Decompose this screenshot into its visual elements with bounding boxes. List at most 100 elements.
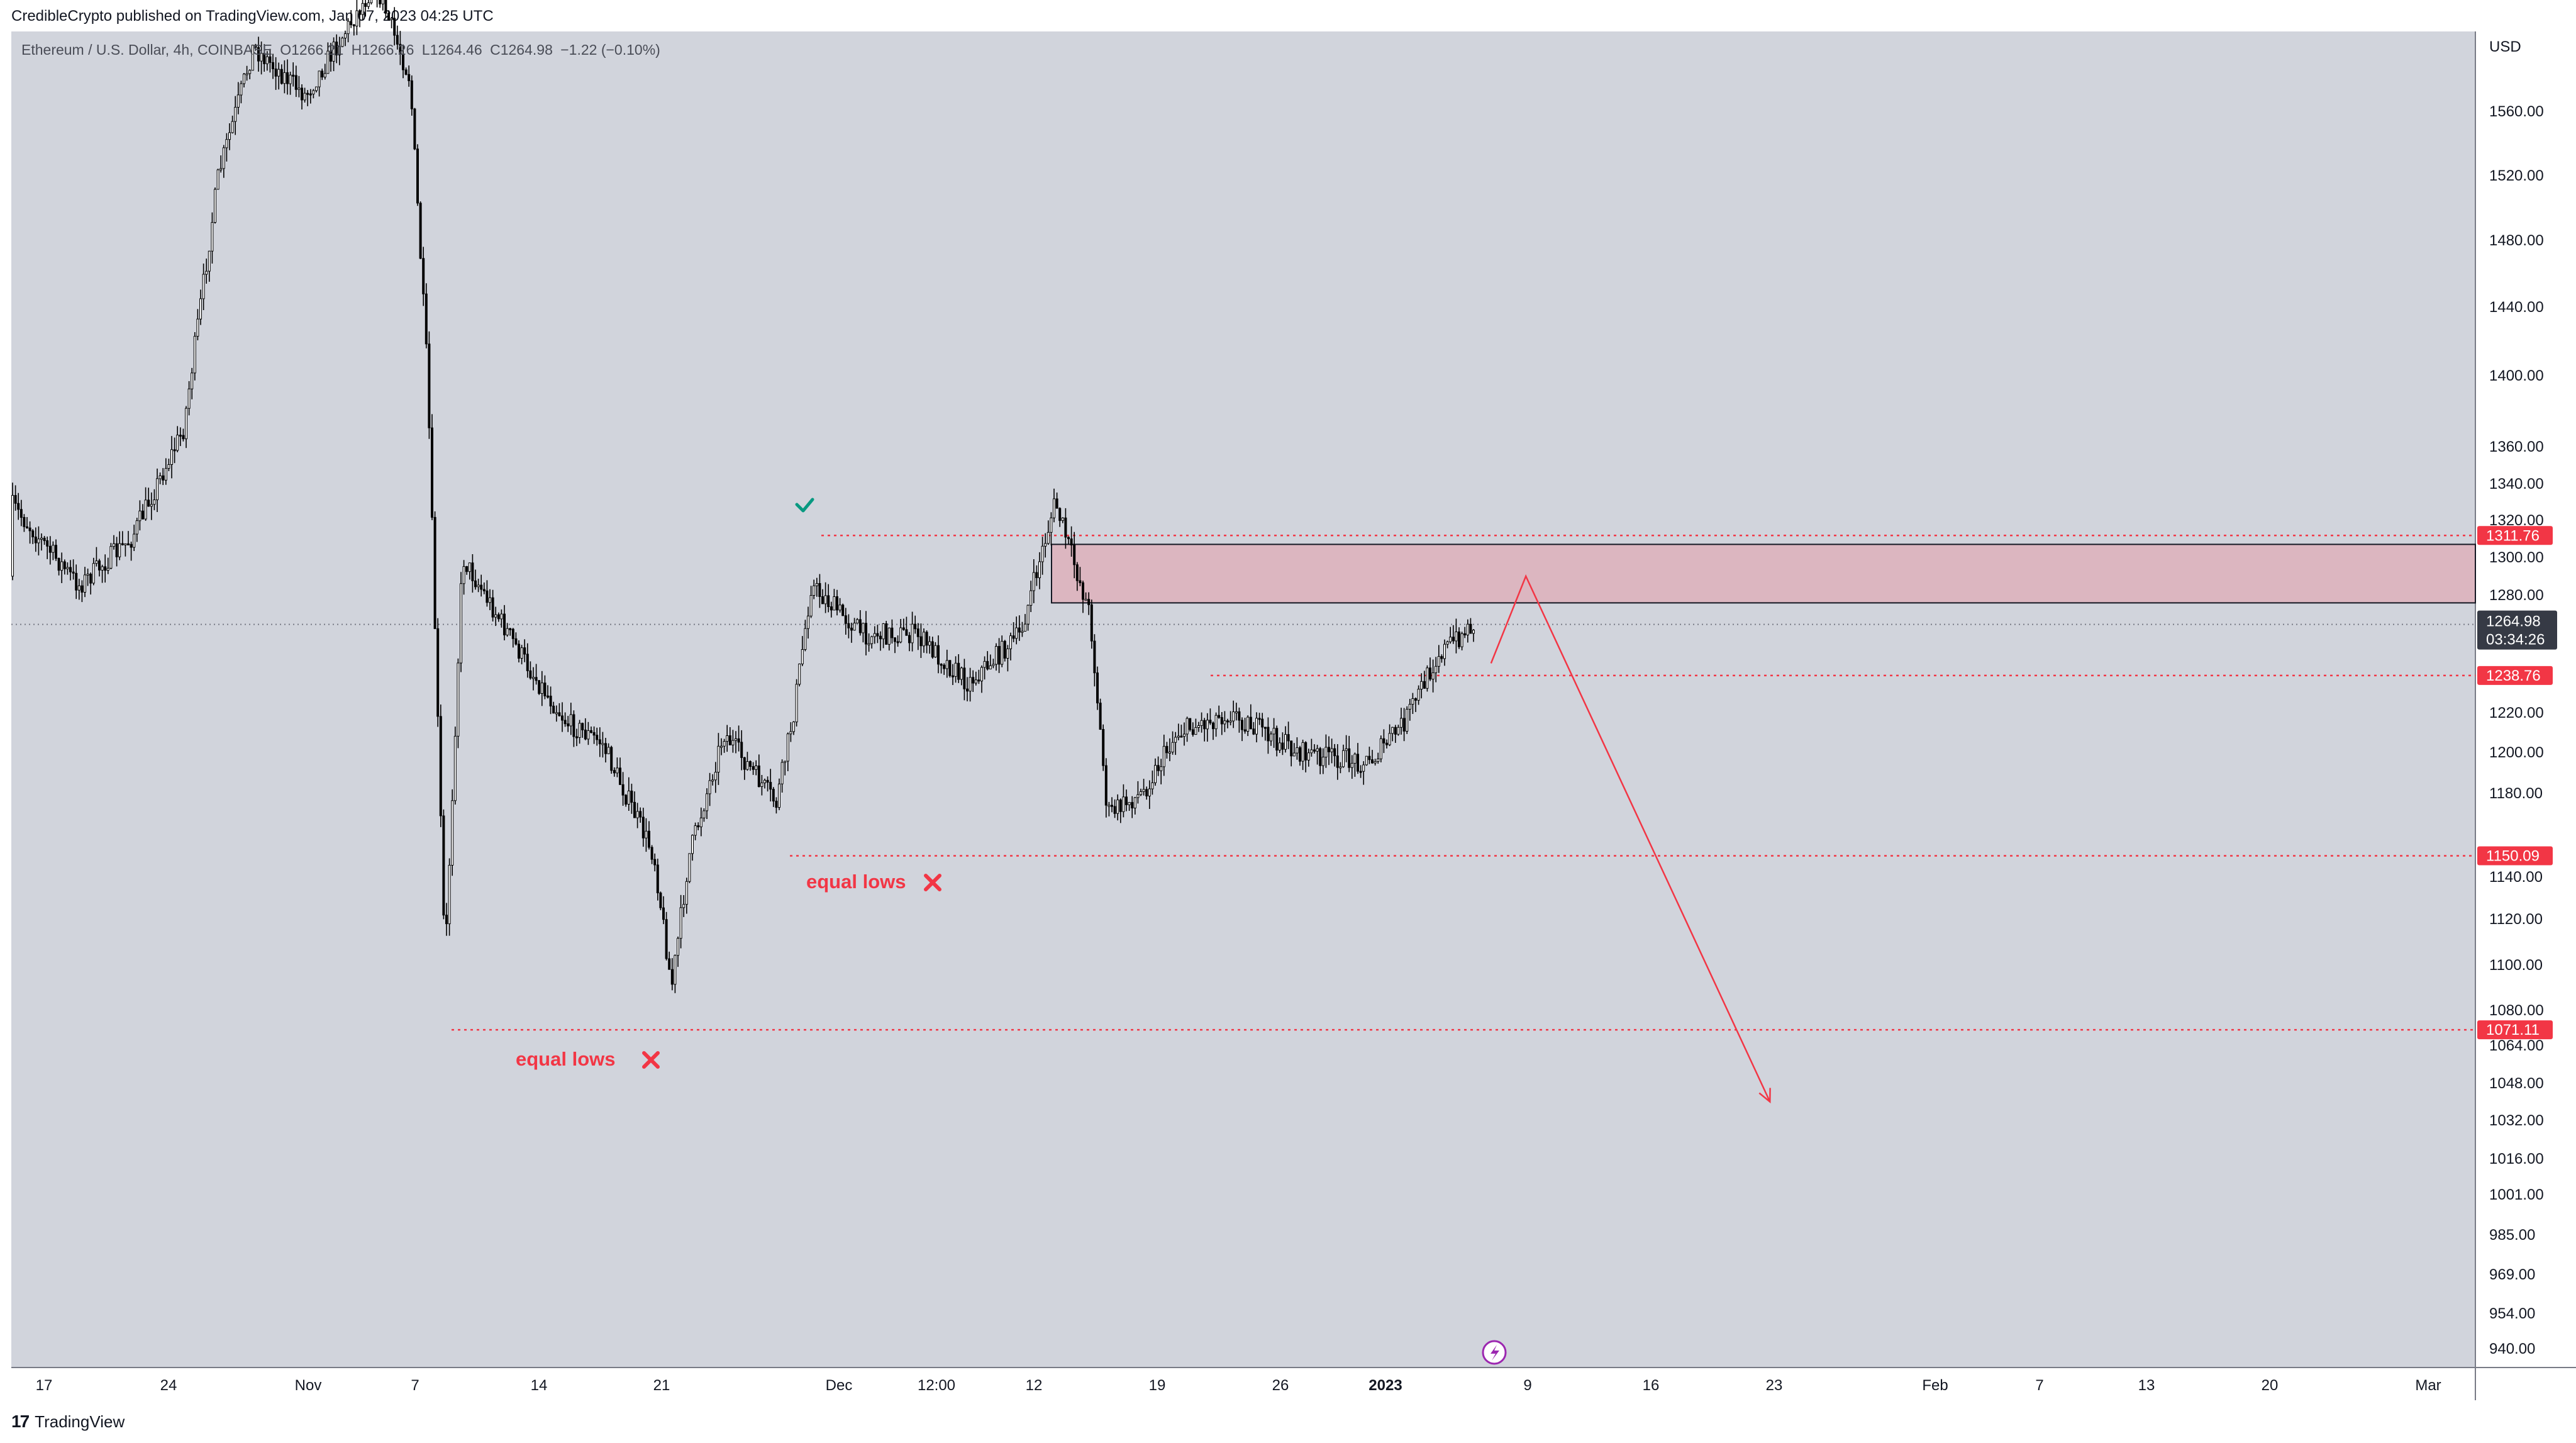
x-tick-label: 12:00: [918, 1377, 955, 1394]
candle-body: [500, 613, 503, 620]
candle-body: [474, 580, 477, 588]
y-tick-label: 1100.00: [2489, 957, 2543, 974]
level-badge-label: 1311.76: [2486, 527, 2540, 544]
candle-body: [963, 667, 966, 689]
candle-body: [1304, 742, 1307, 760]
candle-body: [1053, 498, 1055, 518]
candle-body: [399, 43, 402, 55]
candle-body: [616, 767, 619, 774]
candle-body: [931, 641, 934, 658]
candle-body: [697, 825, 700, 828]
candle-body: [514, 638, 518, 645]
candle-body: [1362, 764, 1365, 772]
candle-body: [905, 629, 908, 636]
candle-body: [757, 766, 760, 788]
candle-body: [321, 70, 324, 78]
candle-body: [431, 427, 433, 518]
candle-body: [422, 258, 425, 294]
candle-body: [1235, 711, 1238, 713]
chart-pane[interactable]: [11, 31, 2475, 1368]
candle-body: [1246, 716, 1250, 732]
candle-body: [396, 35, 399, 45]
candle-body: [862, 623, 865, 633]
candle-body: [1162, 745, 1165, 767]
candle-body: [1397, 727, 1400, 735]
candle-body: [1177, 735, 1180, 738]
candle-body: [997, 646, 1001, 665]
candle-body: [1075, 564, 1079, 581]
candle-body: [1330, 748, 1333, 752]
level-badge: [2477, 526, 2553, 545]
candle-body: [1429, 667, 1431, 680]
candle-body: [1417, 689, 1420, 701]
candle-body: [77, 585, 80, 591]
x-tick-label: 23: [1766, 1377, 1783, 1394]
level-badge-label: 1150.09: [2486, 848, 2540, 865]
candle-body: [1157, 765, 1160, 771]
candle-body: [1203, 720, 1206, 730]
candle-body: [1463, 633, 1467, 635]
candle-body: [66, 567, 69, 569]
candle-body: [555, 712, 558, 715]
candle-body: [653, 859, 657, 866]
candle-body: [46, 540, 49, 547]
candle-body: [75, 572, 78, 591]
candle-body: [636, 811, 639, 818]
candle-body: [1460, 633, 1463, 647]
event-icon[interactable]: [1482, 1340, 1507, 1365]
candle-body: [668, 958, 671, 970]
price-axis[interactable]: 1560.00 1520.00 1480.00 1440.00 1400.00 1360.…: [2489, 103, 2544, 1357]
candle-body: [1426, 667, 1429, 689]
candle-body: [1313, 749, 1316, 752]
candle-body: [1183, 733, 1185, 737]
candle-body: [1093, 640, 1096, 674]
candle-body: [1440, 656, 1443, 659]
candle-body: [639, 811, 642, 818]
candle-body: [48, 545, 52, 553]
projection-arrowhead: [1758, 1088, 1771, 1104]
candle-body: [69, 567, 72, 572]
annotation-equal-lows-2: equal lows: [516, 1048, 615, 1070]
candle-body: [948, 660, 952, 676]
candle-body: [1131, 802, 1134, 809]
candle-body: [413, 108, 416, 150]
candle-body: [1243, 729, 1246, 732]
candle-body: [468, 562, 471, 572]
candle-body: [506, 628, 509, 636]
tradingview-brand[interactable]: 17 TradingView: [11, 1412, 125, 1432]
candle-body: [717, 745, 720, 773]
candle-body: [659, 893, 662, 908]
candle-body: [193, 336, 196, 374]
candle-body: [92, 563, 95, 584]
candle-body: [1001, 640, 1004, 665]
candle-body: [106, 567, 109, 571]
candle-body: [995, 646, 997, 665]
candle-body: [778, 783, 780, 808]
y-tick-label: 1200.00: [2489, 744, 2544, 761]
candle-body: [1055, 498, 1058, 509]
candle-body: [318, 70, 321, 87]
candle-body: [807, 615, 809, 629]
candle-body: [202, 274, 205, 299]
candle-body: [711, 779, 714, 782]
candle-body: [798, 664, 801, 685]
candle-body: [1458, 632, 1460, 647]
candle-body: [899, 627, 902, 643]
candle-body: [1189, 718, 1192, 730]
candle-body: [1125, 796, 1128, 805]
candle-body: [219, 168, 223, 170]
candle-body: [1359, 771, 1362, 773]
candle-body: [648, 830, 650, 848]
candle-body: [538, 680, 541, 694]
candle-body: [269, 56, 272, 63]
x-tick-label: 7: [2035, 1377, 2043, 1394]
candle-body: [28, 527, 31, 532]
x-tick-label: 13: [2138, 1377, 2155, 1394]
candle-body: [494, 614, 497, 618]
candle-body: [650, 847, 653, 860]
annotation-equal-lows-1: equal lows: [806, 871, 906, 893]
candle-body: [234, 107, 237, 122]
time-axis[interactable]: 17 24 Nov 7 14 21 Dec 12:00 12 19 26 2023 9 16 23 Feb 7 1…: [36, 1377, 2441, 1394]
candle-body: [641, 816, 645, 838]
